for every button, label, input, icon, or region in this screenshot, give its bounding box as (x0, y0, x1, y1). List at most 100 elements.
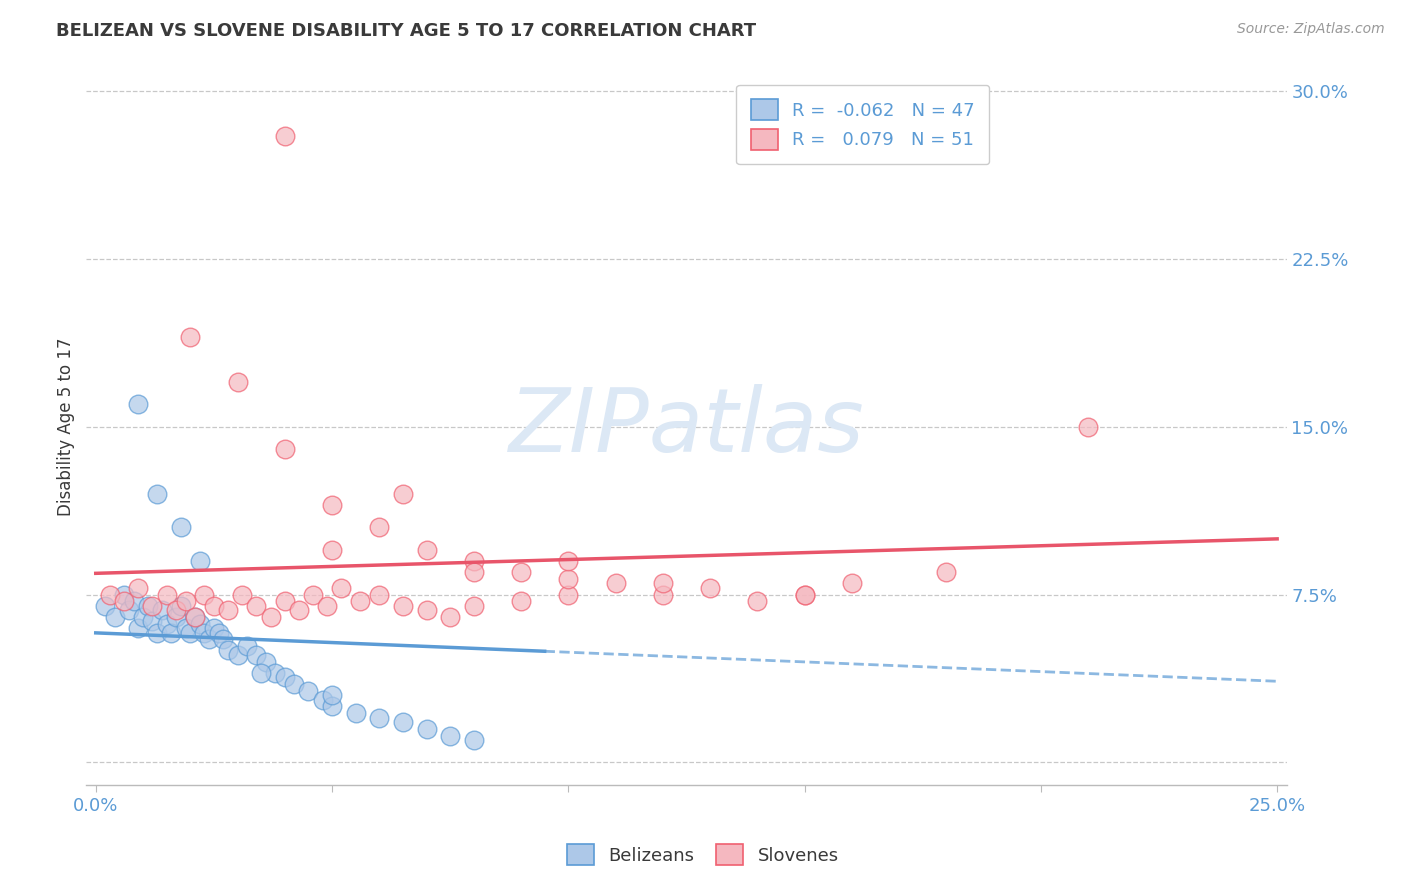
Point (274, 594, 297, 608)
Point (311, 692, 333, 706)
Point (392, 487, 415, 501)
Text: BELIZEAN VS SLOVENE DISABILITY AGE 5 TO 17 CORRELATION CHART: BELIZEAN VS SLOVENE DISABILITY AGE 5 TO … (56, 22, 756, 40)
Point (259, 610, 281, 624)
Point (415, 603, 437, 617)
Point (935, 565, 957, 579)
Point (557, 587, 579, 601)
Legend: Belizeans, Slovenes: Belizeans, Slovenes (560, 837, 846, 872)
Point (136, 599, 159, 613)
Point (198, 632, 221, 647)
Point (174, 594, 197, 608)
Point (104, 610, 127, 624)
Point (510, 594, 533, 608)
Point (193, 625, 215, 640)
Point (127, 397, 149, 411)
Point (392, 599, 415, 613)
Point (226, 648, 249, 662)
Point (439, 729, 461, 743)
Point (217, 603, 239, 617)
Point (283, 677, 305, 691)
Point (127, 621, 149, 635)
Point (699, 581, 721, 595)
Point (202, 599, 225, 613)
Point (122, 594, 145, 608)
Point (510, 565, 533, 579)
Point (193, 587, 215, 601)
Point (250, 665, 273, 680)
Point (392, 715, 415, 730)
Point (254, 655, 277, 669)
Point (165, 603, 187, 617)
Point (344, 706, 367, 720)
Point (297, 683, 319, 698)
Point (202, 621, 225, 635)
Point (245, 648, 267, 662)
Point (264, 665, 287, 680)
Point (463, 565, 485, 579)
Point (146, 487, 169, 501)
Point (170, 599, 193, 613)
Point (217, 643, 239, 657)
Point (160, 625, 183, 640)
Point (94, 599, 117, 613)
Point (236, 639, 259, 653)
Point (212, 632, 235, 647)
Point (463, 599, 485, 613)
Point (226, 375, 249, 389)
Point (288, 603, 311, 617)
Point (321, 498, 343, 512)
Point (368, 710, 391, 724)
Point (274, 442, 297, 456)
Point (605, 576, 627, 591)
Point (651, 587, 673, 601)
Text: ZIPatlas: ZIPatlas (509, 384, 865, 469)
Point (321, 688, 343, 702)
Point (165, 610, 187, 624)
Point (557, 554, 579, 568)
Point (127, 581, 149, 595)
Y-axis label: Disability Age 5 to 17: Disability Age 5 to 17 (58, 337, 75, 516)
Point (98, 587, 121, 601)
Point (274, 670, 297, 684)
Point (368, 520, 391, 534)
Point (179, 330, 201, 344)
Point (112, 594, 135, 608)
Point (141, 615, 163, 629)
Point (188, 616, 211, 631)
Point (170, 520, 193, 534)
Point (274, 128, 297, 143)
Point (184, 610, 207, 624)
Point (132, 610, 155, 624)
Point (179, 625, 201, 640)
Point (557, 572, 579, 586)
Point (207, 625, 229, 640)
Point (184, 610, 207, 624)
Text: Source: ZipAtlas.com: Source: ZipAtlas.com (1237, 22, 1385, 37)
Point (415, 722, 437, 736)
Point (302, 587, 325, 601)
Point (368, 587, 391, 601)
Point (330, 581, 353, 595)
Point (316, 599, 339, 613)
Point (349, 594, 371, 608)
Point (463, 733, 485, 747)
Point (651, 576, 673, 591)
Legend: R =  -0.062   N = 47, R =   0.079   N = 51: R = -0.062 N = 47, R = 0.079 N = 51 (737, 85, 990, 164)
Point (793, 587, 815, 601)
Point (321, 699, 343, 714)
Point (150, 603, 173, 617)
Point (321, 542, 343, 557)
Point (415, 542, 437, 557)
Point (156, 587, 179, 601)
Point (174, 621, 197, 635)
Point (118, 603, 141, 617)
Point (793, 587, 815, 601)
Point (146, 625, 169, 640)
Point (747, 594, 769, 608)
Point (188, 554, 211, 568)
Point (463, 554, 485, 568)
Point (439, 610, 461, 624)
Point (231, 587, 253, 601)
Point (841, 576, 863, 591)
Point (245, 599, 267, 613)
